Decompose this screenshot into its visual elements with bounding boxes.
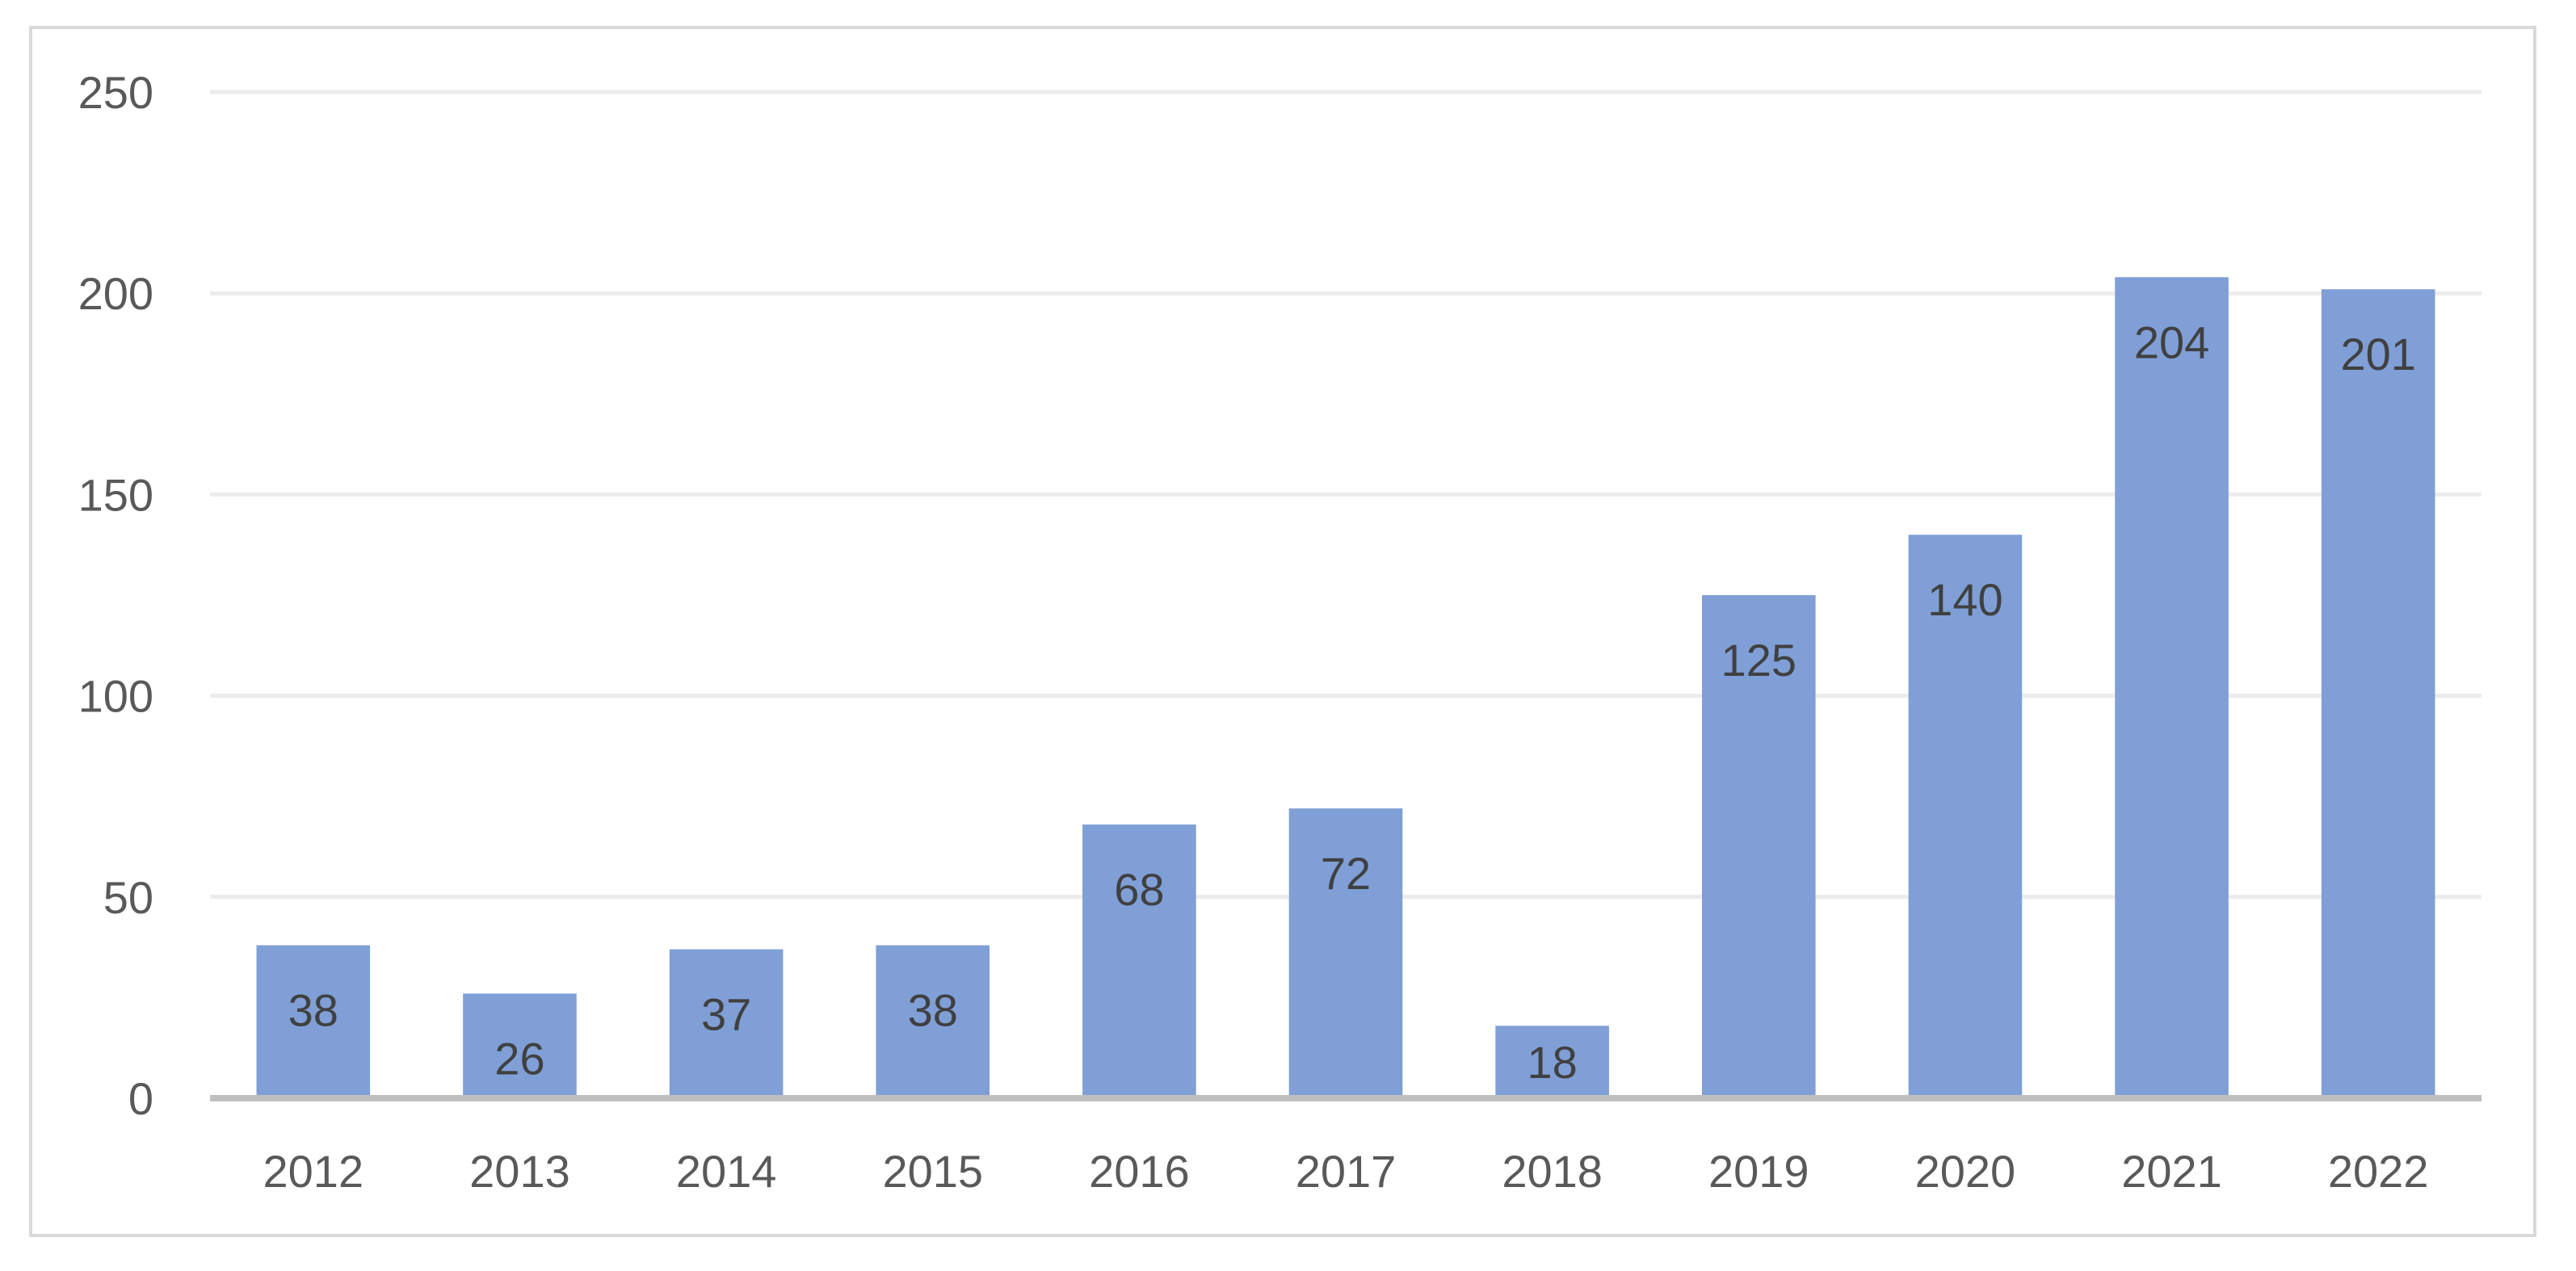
y-tick-label: 150 [78,469,153,520]
data-label-2012: 38 [288,985,338,1036]
data-label-2016: 68 [1114,864,1164,915]
y-tick-label: 250 [78,67,153,118]
bar-2020 [1908,535,2023,1098]
data-label-2013: 26 [494,1033,544,1084]
bar-2014 [669,949,784,1098]
x-tick-label-2013: 2013 [469,1146,570,1197]
x-axis-category-labels: 2012 2013 2014 2015 2016 2017 2018 2019 2020 2021… [263,1146,2429,1197]
x-tick-label-2019: 2019 [1708,1146,1809,1197]
x-tick-label-2012: 2012 [263,1146,364,1197]
x-tick-label-2016: 2016 [1089,1146,1190,1197]
bars [256,277,2435,1098]
x-tick-label-2018: 2018 [1502,1146,1603,1197]
x-tick-label-2022: 2022 [2328,1146,2429,1197]
data-label-2014: 37 [701,989,751,1040]
x-tick-label-2014: 2014 [676,1146,777,1197]
bar-2018 [1495,1026,1609,1098]
data-labels: 38 26 37 38 68 72 18 125 140 204 201 [288,317,2416,1088]
bar-2016 [1082,824,1196,1098]
y-tick-label: 100 [78,671,153,722]
data-label-2018: 18 [1527,1037,1577,1088]
y-axis-tick-labels: 0 50 100 150 200 250 [78,67,153,1124]
data-label-2015: 38 [908,985,958,1036]
bar-2015 [876,945,990,1098]
bar-2022 [2321,289,2435,1098]
x-tick-label-2017: 2017 [1296,1146,1397,1197]
bar-2017 [1288,808,1403,1098]
y-tick-label: 0 [128,1073,153,1124]
y-tick-label: 50 [103,872,153,923]
data-label-2020: 140 [1927,574,2002,625]
data-label-2022: 201 [2340,329,2415,380]
bar-2013 [463,993,577,1098]
bar-2019 [1701,595,1816,1098]
y-tick-label: 200 [78,268,153,319]
data-label-2017: 72 [1321,848,1371,899]
x-tick-label-2020: 2020 [1915,1146,2016,1197]
x-tick-label-2021: 2021 [2121,1146,2222,1197]
data-label-2021: 204 [2134,317,2209,367]
bar-2012 [256,945,371,1098]
data-label-2019: 125 [1721,635,1796,686]
bar-2021 [2115,277,2229,1098]
gridlines [210,90,2481,900]
x-tick-label-2015: 2015 [882,1146,983,1197]
